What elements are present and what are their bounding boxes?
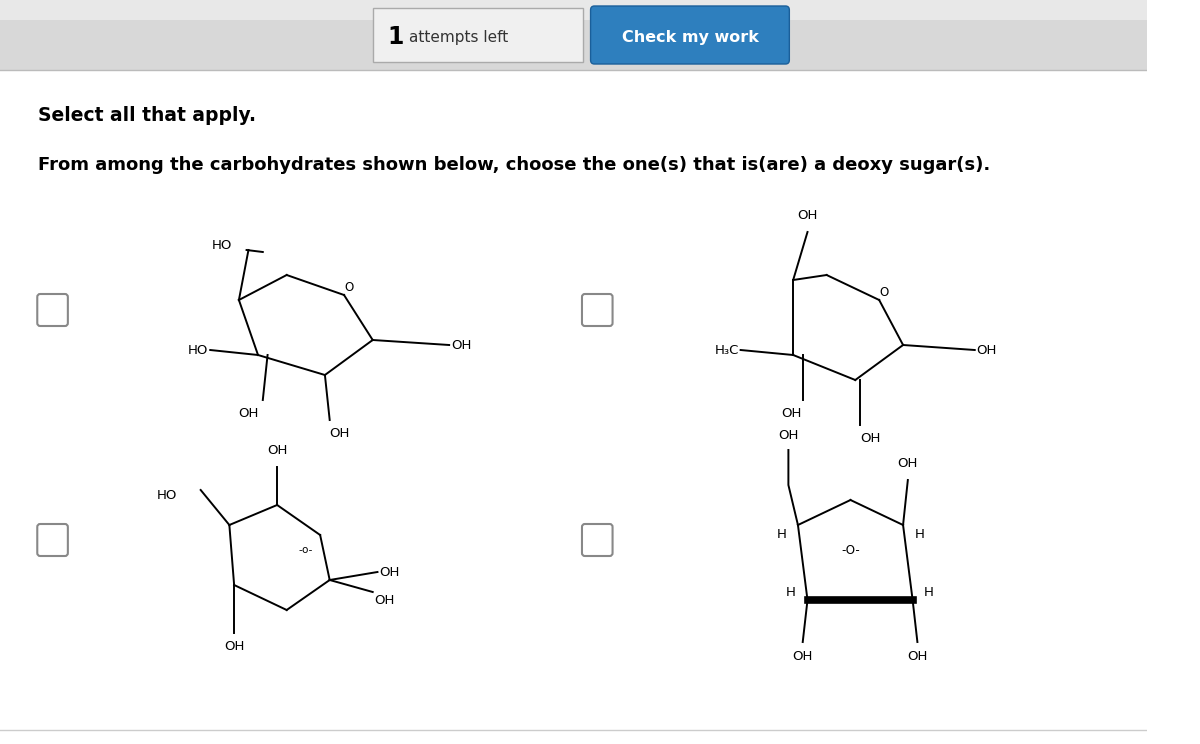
Text: OH: OH xyxy=(239,407,259,420)
Bar xyxy=(0,0,1147,20)
Text: OH: OH xyxy=(330,427,350,440)
Text: O: O xyxy=(880,286,888,298)
Text: -O-: -O- xyxy=(841,544,860,557)
Text: Check my work: Check my work xyxy=(622,30,758,45)
Text: HO: HO xyxy=(156,489,176,501)
Text: OH: OH xyxy=(266,444,287,457)
FancyBboxPatch shape xyxy=(37,524,68,556)
Text: OH: OH xyxy=(907,650,928,663)
Text: O: O xyxy=(344,280,354,293)
Text: OH: OH xyxy=(898,457,918,470)
Text: H₃C: H₃C xyxy=(714,344,739,356)
Text: OH: OH xyxy=(977,344,997,356)
Text: OH: OH xyxy=(779,429,798,442)
Text: OH: OH xyxy=(451,339,472,351)
Text: OH: OH xyxy=(781,407,802,420)
Text: H: H xyxy=(914,528,924,542)
Text: OH: OH xyxy=(374,594,395,607)
FancyBboxPatch shape xyxy=(37,294,68,326)
Text: HO: HO xyxy=(212,239,233,251)
Text: From among the carbohydrates shown below, choose the one(s) that is(are) a deoxy: From among the carbohydrates shown below… xyxy=(38,156,990,174)
Text: H: H xyxy=(786,586,796,598)
Text: OH: OH xyxy=(224,640,245,653)
FancyBboxPatch shape xyxy=(590,6,790,64)
Text: Select all that apply.: Select all that apply. xyxy=(38,106,257,124)
FancyBboxPatch shape xyxy=(373,8,583,62)
Text: HO: HO xyxy=(188,344,209,356)
Text: 1: 1 xyxy=(388,25,403,49)
Text: attempts left: attempts left xyxy=(409,30,509,45)
Text: OH: OH xyxy=(860,432,881,445)
Text: OH: OH xyxy=(797,209,817,222)
Text: -o-: -o- xyxy=(299,545,313,555)
Text: H: H xyxy=(924,586,934,598)
Text: OH: OH xyxy=(379,565,400,579)
Text: H: H xyxy=(776,528,786,542)
Text: OH: OH xyxy=(792,650,812,663)
FancyBboxPatch shape xyxy=(582,294,612,326)
FancyBboxPatch shape xyxy=(582,524,612,556)
Bar xyxy=(0,0,1147,70)
